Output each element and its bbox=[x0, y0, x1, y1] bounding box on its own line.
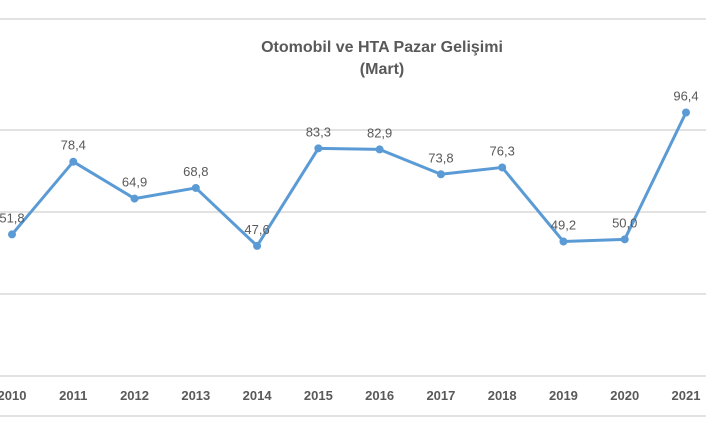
x-tick-label: 2016 bbox=[365, 388, 394, 403]
x-tick-label: 2013 bbox=[181, 388, 210, 403]
chart-subtitle: (Mart) bbox=[360, 61, 404, 78]
data-point bbox=[682, 108, 690, 117]
x-tick-label: 2018 bbox=[488, 388, 517, 403]
data-point bbox=[314, 144, 323, 153]
data-label: 51,8 bbox=[0, 210, 25, 225]
x-tick-label: 2011 bbox=[59, 388, 87, 403]
data-point bbox=[8, 230, 16, 239]
data-label: 96,4 bbox=[673, 89, 698, 104]
data-point bbox=[130, 194, 139, 203]
data-point bbox=[191, 183, 200, 192]
data-label: 68,8 bbox=[183, 164, 208, 179]
data-label: 76,3 bbox=[490, 143, 515, 158]
chart-title: Otomobil ve HTA Pazar Gelişimi bbox=[261, 39, 503, 56]
data-label: 78,4 bbox=[61, 138, 86, 153]
data-point bbox=[69, 157, 78, 166]
x-tick-label: 2015 bbox=[304, 388, 333, 403]
x-tick-label: 2014 bbox=[243, 388, 273, 403]
series-line bbox=[10, 111, 688, 248]
x-tick-label: 2017 bbox=[426, 388, 455, 403]
data-label: 64,9 bbox=[122, 175, 147, 190]
data-point bbox=[253, 241, 262, 250]
x-tick-label: 2012 bbox=[120, 388, 149, 403]
data-label: 49,2 bbox=[551, 218, 576, 233]
data-label: 83,3 bbox=[306, 124, 331, 139]
data-label: 82,9 bbox=[367, 125, 392, 140]
data-point bbox=[559, 237, 568, 246]
data-point bbox=[375, 145, 384, 154]
x-tick-label: 2019 bbox=[549, 388, 578, 403]
x-tick-label: 2020 bbox=[610, 388, 639, 403]
data-point bbox=[620, 235, 629, 244]
data-point bbox=[498, 163, 507, 172]
x-tick-label: 2021 bbox=[672, 388, 701, 403]
data-point bbox=[436, 170, 445, 179]
data-label: 50,0 bbox=[612, 215, 637, 230]
data-label: 73,8 bbox=[428, 150, 453, 165]
x-tick-label: 2010 bbox=[0, 388, 26, 403]
data-label: 47,6 bbox=[244, 222, 269, 237]
